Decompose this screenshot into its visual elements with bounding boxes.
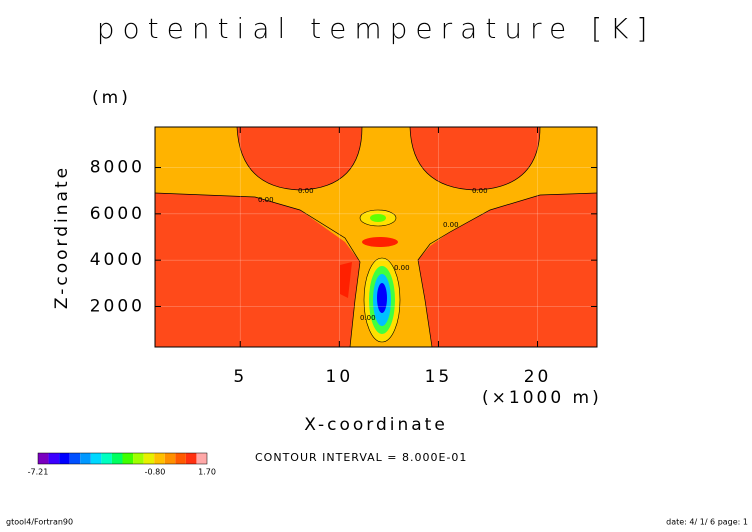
colorbar-swatch <box>154 453 165 464</box>
colorbar-swatch <box>69 453 81 464</box>
colorbar-swatch <box>80 453 91 464</box>
contour-label: 0.00 <box>298 187 314 195</box>
colorbar-swatch <box>143 453 155 464</box>
colorbar-swatch <box>133 453 144 464</box>
contour-label: 0.00 <box>443 221 459 229</box>
x-unit: (×1000 m) <box>482 388 602 408</box>
contour-label: 0.00 <box>258 196 274 204</box>
colorbar-label: -0.80 <box>145 468 166 477</box>
colorbar-swatch <box>48 453 60 464</box>
colorbar-swatch <box>185 453 197 464</box>
y-tick-label: 6000 <box>90 204 145 224</box>
x-axis-label: X-coordinate <box>304 415 448 435</box>
y-tick-label: 2000 <box>90 296 145 316</box>
x-tick-label: 10 <box>326 367 354 387</box>
contour-label: 0.00 <box>472 187 488 195</box>
plot-frame <box>154 126 598 348</box>
colorbar-swatch <box>111 453 123 464</box>
contour-field <box>154 126 598 348</box>
colorbar-swatch <box>101 453 112 464</box>
y-tick-label: 8000 <box>90 158 145 178</box>
colorbar-swatch <box>164 453 176 464</box>
chart-title: potential temperature [K] <box>97 12 656 45</box>
contour-interval: CONTOUR INTERVAL = 8.000E-01 <box>255 451 467 464</box>
contour-label: 0.00 <box>360 314 376 322</box>
contour-label: 0.00 <box>394 264 410 272</box>
colorbar-frame <box>37 452 208 465</box>
footer-left: gtool4/Fortran90 <box>6 518 73 527</box>
colorbar-label: 1.70 <box>198 468 216 477</box>
x-tick-label: 5 <box>233 367 247 387</box>
y-axis-label: Z-coordinate <box>52 165 72 309</box>
y-tick-label: 4000 <box>90 250 145 270</box>
footer-right: date: 4/ 1/ 6 page: 1 <box>666 518 748 527</box>
colorbar-swatch <box>38 453 49 464</box>
colorbar-swatch <box>175 453 186 464</box>
y-unit: (m) <box>92 88 131 108</box>
x-tick-label: 15 <box>425 367 453 387</box>
colorbar-swatch <box>122 453 134 464</box>
colorbar-label: -7.21 <box>28 468 49 477</box>
x-tick-label: 20 <box>524 367 552 387</box>
colorbar-swatch <box>90 453 102 464</box>
colorbar-swatch <box>196 453 207 464</box>
colorbar-swatch <box>59 453 70 464</box>
